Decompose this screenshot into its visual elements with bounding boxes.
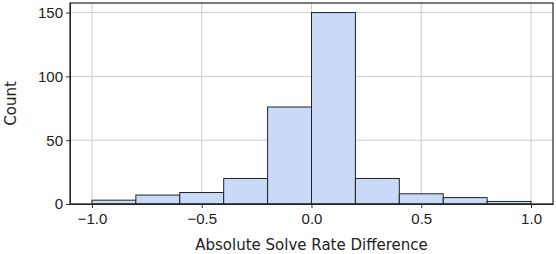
plot-frame — [70, 3, 553, 204]
grid-line — [201, 3, 202, 204]
x-tick-mark — [312, 204, 313, 208]
x-tick: −1.0 — [78, 204, 108, 227]
y-tick-label: 150 — [38, 4, 63, 21]
bar — [312, 13, 356, 204]
x-axis-title: Absolute Solve Rate Difference — [195, 236, 428, 254]
x-tick-label: 0.5 — [411, 210, 432, 227]
plot: −1.0 −0.5 0.0 0.5 1.0 0 50 100 150 — [38, 3, 554, 227]
x-tick: 1.0 — [521, 204, 542, 227]
bar — [355, 178, 399, 204]
x-tick-label: 1.0 — [521, 210, 542, 227]
bar — [268, 107, 312, 204]
bar — [399, 194, 443, 204]
y-tick: 50 — [46, 131, 70, 148]
chart: −1.0 −0.5 0.0 0.5 1.0 0 50 100 150 Absolute Solve… — [0, 0, 556, 254]
bars — [92, 13, 531, 204]
y-tick-label: 100 — [38, 68, 63, 85]
grid-line — [421, 3, 422, 204]
bar — [224, 178, 268, 204]
x-tick-label: −1.0 — [78, 210, 108, 227]
x-tick: 0.0 — [302, 204, 323, 227]
y-tick: 0 — [55, 195, 70, 212]
bar — [136, 195, 180, 204]
x-tick-mark — [202, 204, 203, 208]
bar — [180, 193, 224, 204]
x-tick-mark — [92, 204, 93, 208]
grid — [70, 3, 553, 204]
y-tick: 100 — [38, 68, 70, 85]
y-axis: 0 50 100 150 — [38, 4, 71, 213]
y-tick: 150 — [38, 4, 70, 21]
x-axis: −1.0 −0.5 0.0 0.5 1.0 — [71, 204, 554, 227]
y-axis-title: Count — [2, 81, 20, 126]
y-tick-label: 0 — [55, 195, 63, 212]
bar — [443, 198, 487, 204]
y-tick-label: 50 — [46, 131, 63, 148]
grid-line — [531, 3, 532, 204]
x-tick: 0.5 — [411, 204, 432, 227]
grid-line — [91, 3, 92, 204]
x-tick-mark — [421, 204, 422, 208]
x-tick-mark — [531, 204, 532, 208]
x-tick-label: 0.0 — [302, 210, 323, 227]
x-tick: −0.5 — [187, 204, 217, 227]
x-tick-label: −0.5 — [187, 210, 217, 227]
